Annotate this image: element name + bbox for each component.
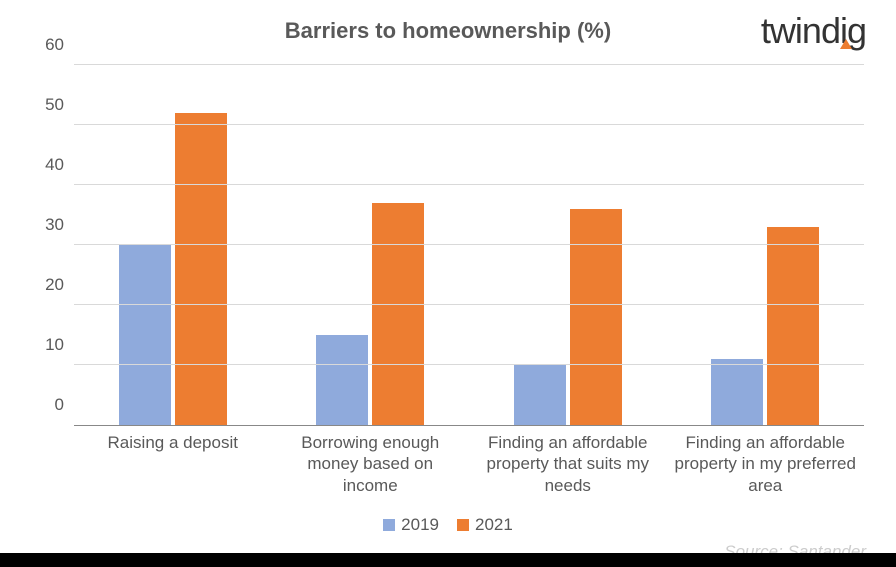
y-tick-label: 10 bbox=[45, 335, 64, 355]
bar-group bbox=[272, 65, 470, 425]
bar-group bbox=[667, 65, 865, 425]
x-tick-label: Raising a deposit bbox=[74, 432, 272, 496]
x-axis-labels: Raising a depositBorrowing enough money … bbox=[74, 432, 864, 496]
bar bbox=[767, 227, 819, 425]
plot-area: 0102030405060 bbox=[74, 65, 864, 426]
legend: 2019 2021 bbox=[0, 515, 896, 535]
gridline bbox=[74, 364, 864, 365]
bar bbox=[119, 245, 171, 425]
y-tick-label: 50 bbox=[45, 95, 64, 115]
gridline bbox=[74, 184, 864, 185]
y-tick-label: 60 bbox=[45, 35, 64, 55]
x-tick-label: Finding an affordable property in my pre… bbox=[667, 432, 865, 496]
bar bbox=[316, 335, 368, 425]
legend-label: 2019 bbox=[401, 515, 439, 535]
gridline bbox=[74, 124, 864, 125]
legend-item: 2019 bbox=[383, 515, 439, 535]
bar bbox=[570, 209, 622, 425]
bar bbox=[514, 365, 566, 425]
bar-group bbox=[469, 65, 667, 425]
bottom-strip bbox=[0, 553, 896, 567]
legend-label: 2021 bbox=[475, 515, 513, 535]
legend-item: 2021 bbox=[457, 515, 513, 535]
chart-container: twindig Barriers to homeownership (%) 01… bbox=[0, 0, 896, 567]
bar-groups bbox=[74, 65, 864, 425]
gridline bbox=[74, 304, 864, 305]
y-tick-label: 40 bbox=[45, 155, 64, 175]
legend-swatch bbox=[457, 519, 469, 531]
bar-group bbox=[74, 65, 272, 425]
legend-swatch bbox=[383, 519, 395, 531]
gridline bbox=[74, 64, 864, 65]
x-tick-label: Finding an affordable property that suit… bbox=[469, 432, 667, 496]
gridline bbox=[74, 244, 864, 245]
bar bbox=[711, 359, 763, 425]
bar bbox=[372, 203, 424, 425]
bar bbox=[175, 113, 227, 425]
x-tick-label: Borrowing enough money based on income bbox=[272, 432, 470, 496]
chart-title: Barriers to homeownership (%) bbox=[0, 18, 896, 44]
y-tick-label: 20 bbox=[45, 275, 64, 295]
y-tick-label: 30 bbox=[45, 215, 64, 235]
y-tick-label: 0 bbox=[55, 395, 64, 415]
